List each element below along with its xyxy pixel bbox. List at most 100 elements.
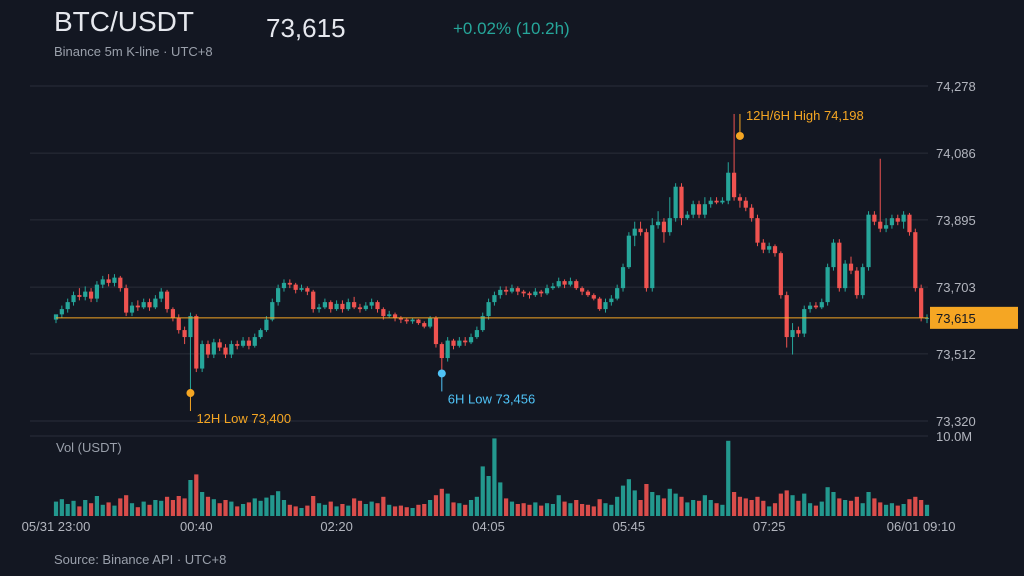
volume-bar	[708, 500, 713, 516]
candle-body	[895, 218, 900, 222]
candle-body	[71, 295, 76, 303]
volume-bar	[468, 500, 474, 516]
candle-body	[346, 302, 351, 310]
candle-body	[650, 225, 655, 289]
candle-body	[422, 323, 427, 327]
candle-body	[311, 291, 316, 310]
volume-bar	[135, 507, 140, 516]
volume-bar	[416, 504, 421, 516]
candle-body	[755, 218, 760, 243]
candle-body	[515, 288, 520, 292]
candle-body	[831, 242, 836, 268]
candle-body	[480, 316, 485, 331]
candle-body	[147, 302, 152, 308]
volume-bar	[585, 504, 591, 516]
candle-body	[141, 302, 146, 308]
volume-bar	[229, 501, 234, 516]
candle-body	[784, 295, 789, 338]
candle-body	[457, 340, 462, 346]
candle-body	[655, 221, 661, 226]
candle-body	[901, 214, 906, 222]
volume-bar	[679, 496, 684, 516]
candle-body	[685, 214, 690, 219]
candle-body	[170, 309, 176, 318]
candle-body	[632, 228, 637, 236]
candle-body	[398, 317, 403, 320]
volume-bar	[71, 500, 76, 516]
candle-body	[860, 267, 865, 296]
price-tick-label: 73,320	[936, 414, 976, 429]
candle-body	[743, 200, 748, 208]
candle-body	[88, 291, 94, 299]
volume-bar	[463, 504, 468, 516]
candle-body	[246, 340, 252, 346]
volume-bar	[194, 474, 199, 516]
volume-bar	[831, 492, 836, 516]
candle-body	[726, 172, 731, 201]
candle-body	[352, 302, 357, 308]
volume-bar	[609, 504, 614, 516]
candle-body	[83, 291, 88, 297]
volume-bar	[843, 500, 848, 516]
low-marker-dot	[186, 389, 195, 398]
candle-body	[749, 207, 754, 219]
volume-bar	[252, 498, 257, 516]
low-annotation-label: 12H Low 73,400	[196, 411, 291, 426]
candle-body	[159, 291, 164, 299]
volume-bar	[556, 495, 561, 516]
volume-bar	[807, 503, 813, 516]
candle-body	[135, 305, 140, 308]
candle-body	[205, 344, 211, 355]
candle-body	[176, 317, 181, 331]
candle-body	[813, 305, 819, 308]
volume-bar	[895, 505, 900, 516]
volume-bars	[53, 438, 930, 516]
volume-bar	[661, 498, 667, 516]
candle-body	[620, 267, 626, 289]
candle-body	[65, 302, 70, 310]
low-marker-dot	[437, 369, 446, 378]
volume-bar	[720, 504, 725, 516]
volume-bar	[685, 502, 690, 516]
candle-body	[661, 221, 667, 233]
candle-body	[252, 337, 257, 346]
volume-bar	[445, 493, 450, 516]
candle-body	[492, 295, 497, 303]
candle-body	[837, 242, 842, 289]
volume-bar	[100, 504, 105, 516]
volume-bar	[854, 496, 859, 516]
volume-bar	[398, 505, 403, 516]
candle-body	[428, 317, 433, 327]
volume-bar	[88, 503, 94, 516]
volume-bar	[281, 500, 287, 516]
volume-bar	[580, 504, 585, 516]
volume-bar	[176, 496, 181, 516]
time-axis: 05/31 23:00 00:40 02:20 04:05 05:45 07:25 06/0…	[22, 519, 956, 534]
volume-bar	[328, 501, 333, 516]
volume-bar	[527, 504, 532, 516]
volume-bar	[474, 496, 479, 516]
candle-body	[568, 281, 573, 285]
volume-bar	[346, 505, 351, 516]
volume-bar	[200, 492, 205, 516]
volume-bar	[772, 503, 778, 516]
candle-body	[533, 291, 538, 296]
candle-body	[264, 319, 269, 331]
volume-bar	[276, 491, 281, 516]
volume-bar	[615, 496, 620, 516]
candle-body	[118, 277, 123, 289]
volume-bar	[439, 488, 444, 516]
volume-bar	[778, 493, 783, 516]
volume-bar	[153, 500, 158, 516]
candle-body	[433, 317, 439, 345]
candle-body	[276, 288, 281, 303]
candle-body	[644, 232, 649, 289]
candle-body	[854, 270, 859, 296]
volume-bar	[924, 504, 930, 516]
candle-body	[667, 218, 672, 233]
candle-body	[387, 314, 392, 317]
volume-max-label: 10.0M	[936, 429, 972, 444]
candle-body	[223, 347, 228, 355]
source-note: Source: Binance API · UTC+8	[54, 552, 227, 567]
